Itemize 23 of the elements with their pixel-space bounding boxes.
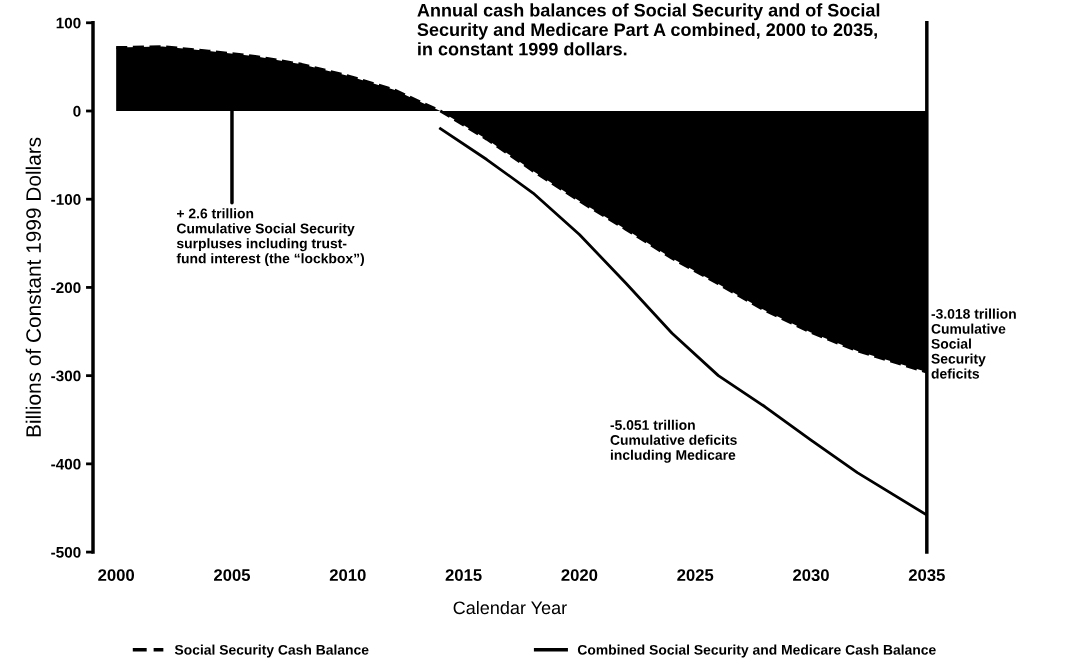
y-tick-label: -100: [51, 194, 81, 205]
chart-title: Annual cash balances of Social Security and of Social Security and Medicare Part A combined, 2000 to 2035, in constant 1999 dollars.: [417, 3, 880, 56]
x-tick-label: 2000: [98, 569, 135, 581]
y-tick-label: 0: [73, 105, 81, 117]
x-axis-title: Calendar Year: [453, 600, 567, 615]
x-tick-label: 2030: [793, 569, 829, 582]
annotation: -5.051 trillion Cumulative deficits including Medicare: [610, 419, 737, 463]
y-tick-label: 100: [56, 17, 81, 29]
x-tick-label: 2015: [445, 569, 482, 581]
x-tick-label: 2035: [908, 569, 945, 582]
x-tick-label: 2025: [677, 569, 714, 581]
annotation: + 2.6 trillion Cumulative Social Security surpluses including trust- fund interest (the “lockbox”): [176, 208, 365, 267]
legend-label: Social Security Cash Balance: [174, 644, 369, 658]
x-tick-label: 2010: [329, 569, 366, 581]
y-tick-label: -200: [51, 282, 81, 294]
x-tick-label: 2020: [561, 569, 598, 581]
y-axis-title: Billions of Constant 1999 Dollars: [25, 137, 41, 437]
y-tick-label: -300: [51, 370, 81, 382]
y-tick-label: -400: [51, 458, 81, 470]
y-tick-label: -500: [51, 546, 81, 558]
legend-label: Combined Social Security and Medicare Cash Balance: [577, 644, 936, 658]
x-tick-label: 2005: [214, 569, 251, 581]
text: -3.018 trillion Cumulative Social Security deficits: [931, 308, 1016, 379]
